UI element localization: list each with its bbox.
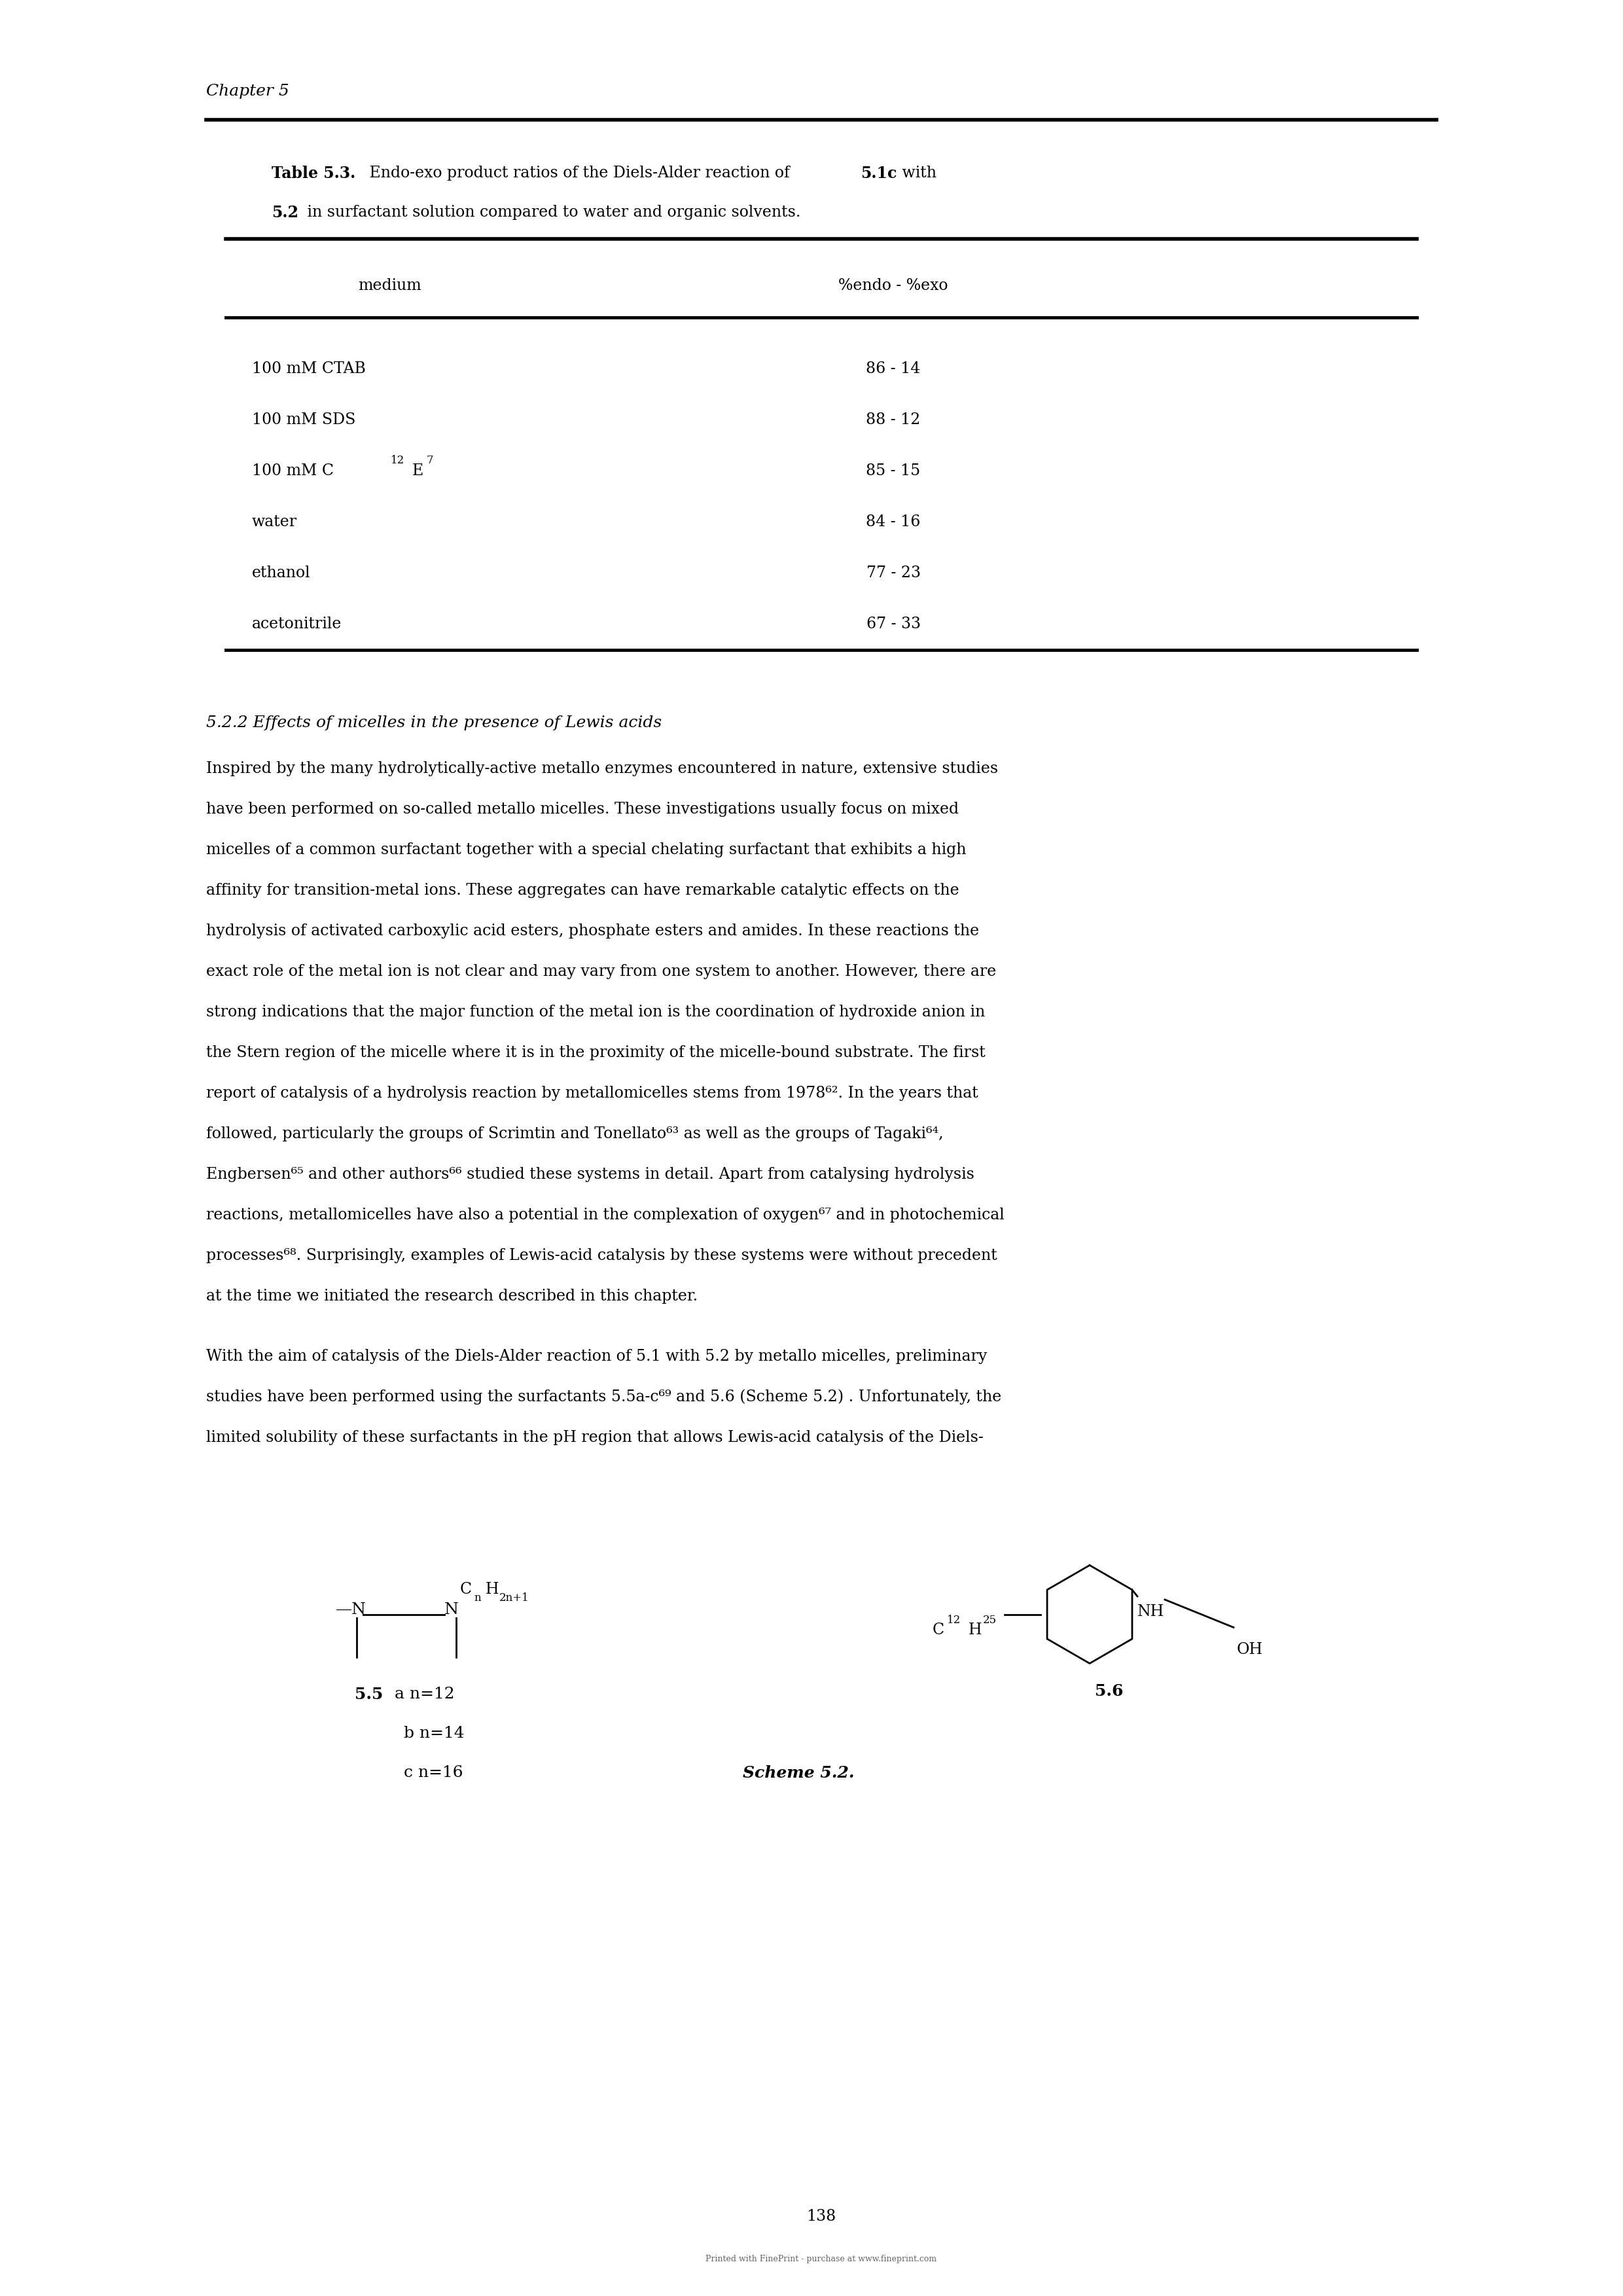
Text: studies have been performed using the surfactants 5.5a-c⁶⁹ and 5.6 (Scheme 5.2) : studies have been performed using the su…: [206, 1389, 1001, 1405]
Text: followed, particularly the groups of Scrimtin and Tonellato⁶³ as well as the gro: followed, particularly the groups of Scr…: [206, 1125, 943, 1141]
Text: processes⁶⁸. Surprisingly, examples of Lewis-acid catalysis by these systems wer: processes⁶⁸. Surprisingly, examples of L…: [206, 1247, 997, 1263]
Text: H: H: [969, 1623, 982, 1637]
Text: Chapter 5: Chapter 5: [206, 83, 289, 99]
Text: c n=16: c n=16: [404, 1766, 463, 1779]
Text: 86 - 14: 86 - 14: [867, 360, 920, 377]
Text: medium: medium: [357, 278, 420, 294]
Text: Scheme 5.2.: Scheme 5.2.: [743, 1766, 854, 1782]
Text: Table 5.3.: Table 5.3.: [271, 165, 355, 181]
Text: limited solubility of these surfactants in the pH region that allows Lewis-acid : limited solubility of these surfactants …: [206, 1430, 984, 1444]
Text: a n=12: a n=12: [390, 1685, 454, 1701]
Text: 25: 25: [984, 1614, 997, 1626]
Text: 88 - 12: 88 - 12: [867, 413, 920, 427]
Text: 85 - 15: 85 - 15: [867, 464, 920, 478]
Text: 67 - 33: 67 - 33: [867, 615, 920, 631]
Text: Engbersen⁶⁵ and other authors⁶⁶ studied these systems in detail. Apart from cata: Engbersen⁶⁵ and other authors⁶⁶ studied …: [206, 1166, 974, 1182]
Text: 84 - 16: 84 - 16: [867, 514, 920, 530]
Text: at the time we initiated the research described in this chapter.: at the time we initiated the research de…: [206, 1288, 698, 1304]
Text: reactions, metallomicelles have also a potential in the complexation of oxygen⁶⁷: reactions, metallomicelles have also a p…: [206, 1208, 1005, 1221]
Text: ethanol: ethanol: [252, 565, 310, 581]
Text: 100 mM CTAB: 100 mM CTAB: [252, 360, 365, 377]
Text: 100 mM C: 100 mM C: [252, 464, 334, 478]
Text: C: C: [459, 1582, 472, 1598]
Text: OH: OH: [1237, 1642, 1263, 1658]
Text: C: C: [933, 1623, 945, 1637]
Text: Printed with FinePrint - purchase at www.fineprint.com: Printed with FinePrint - purchase at www…: [706, 2255, 936, 2264]
Text: strong indications that the major function of the metal ion is the coordination : strong indications that the major functi…: [206, 1003, 985, 1019]
Text: with: with: [898, 165, 936, 181]
Text: 12: 12: [946, 1614, 961, 1626]
Text: 5.2: 5.2: [271, 204, 299, 220]
Text: b n=14: b n=14: [404, 1727, 464, 1740]
Text: report of catalysis of a hydrolysis reaction by metallomicelles stems from 1978⁶: report of catalysis of a hydrolysis reac…: [206, 1086, 979, 1100]
Text: NH: NH: [1138, 1605, 1164, 1619]
Text: 77 - 23: 77 - 23: [867, 565, 920, 581]
Text: 5.2.2 Effects of micelles in the presence of Lewis acids: 5.2.2 Effects of micelles in the presenc…: [206, 714, 662, 730]
Text: have been performed on so-called metallo micelles. These investigations usually : have been performed on so-called metallo…: [206, 801, 959, 817]
Text: 7: 7: [427, 455, 433, 466]
Text: micelles of a common surfactant together with a special chelating surfactant tha: micelles of a common surfactant together…: [206, 843, 966, 856]
Text: %endo - %exo: %endo - %exo: [839, 278, 948, 294]
Text: acetonitrile: acetonitrile: [252, 615, 342, 631]
Text: n: n: [474, 1593, 480, 1603]
Text: 2n+1: 2n+1: [500, 1593, 529, 1603]
Text: water: water: [252, 514, 297, 530]
Text: hydrolysis of activated carboxylic acid esters, phosphate esters and amides. In : hydrolysis of activated carboxylic acid …: [206, 923, 979, 939]
Text: in surfactant solution compared to water and organic solvents.: in surfactant solution compared to water…: [302, 204, 800, 220]
Text: affinity for transition-metal ions. These aggregates can have remarkable catalyt: affinity for transition-metal ions. Thes…: [206, 882, 959, 898]
Text: —N: —N: [336, 1603, 367, 1616]
Text: 5.5: 5.5: [354, 1685, 383, 1701]
Text: 100 mM SDS: 100 mM SDS: [252, 413, 355, 427]
Text: the Stern region of the micelle where it is in the proximity of the micelle-boun: the Stern region of the micelle where it…: [206, 1045, 985, 1061]
Text: With the aim of catalysis of the Diels-Alder reaction of 5.1 with 5.2 by metallo: With the aim of catalysis of the Diels-A…: [206, 1348, 987, 1364]
Text: exact role of the metal ion is not clear and may vary from one system to another: exact role of the metal ion is not clear…: [206, 964, 997, 978]
Text: E: E: [412, 464, 424, 478]
Text: 5.6: 5.6: [1096, 1683, 1123, 1699]
Text: N: N: [445, 1603, 459, 1616]
Text: 138: 138: [807, 2209, 836, 2225]
Text: Inspired by the many hydrolytically-active metallo enzymes encountered in nature: Inspired by the many hydrolytically-acti…: [206, 760, 998, 776]
Text: Endo-exo product ratios of the Diels-Alder reaction of: Endo-exo product ratios of the Diels-Ald…: [365, 165, 795, 181]
Text: 12: 12: [391, 455, 404, 466]
Text: H: H: [485, 1582, 498, 1598]
Text: 5.1c: 5.1c: [860, 165, 898, 181]
